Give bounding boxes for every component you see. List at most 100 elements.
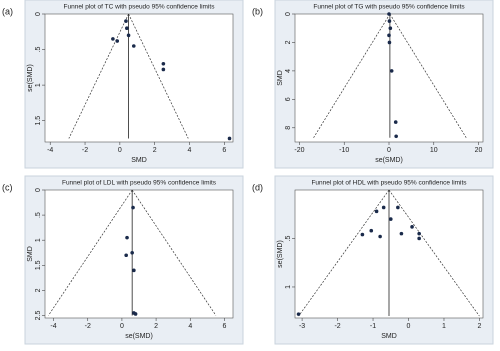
x-tick-label: 6 [222, 147, 226, 154]
study-point [387, 40, 392, 45]
x-tick-label: 10 [430, 147, 438, 154]
y-tick-label: 1 [35, 83, 42, 87]
plot-area [44, 13, 234, 143]
study-point [131, 44, 136, 48]
study-point [369, 228, 374, 233]
study-point [161, 61, 166, 66]
chart-title: Funnel plot of HDL with pseudo 95% confi… [311, 180, 467, 187]
x-tick-label: 20 [475, 147, 483, 154]
x-tick-label: -2 [85, 323, 91, 330]
study-point [381, 205, 386, 210]
study-point [387, 19, 392, 23]
study-point [124, 253, 128, 258]
x-tick-label: 0 [120, 323, 124, 330]
study-point [393, 120, 398, 124]
y-tick-label: 8 [285, 126, 292, 130]
panel-label: (b) [252, 6, 263, 16]
study-point [374, 209, 379, 214]
study-point [296, 312, 301, 316]
study-point [115, 39, 120, 43]
y-tick-label: .5 [285, 235, 292, 241]
y-tick-label: 2.5 [35, 311, 42, 321]
y-tick-label: 2 [35, 288, 42, 292]
y-tick-label: 0 [35, 12, 42, 16]
study-point [125, 26, 129, 31]
y-tick-label: .5 [35, 212, 42, 218]
study-point [388, 217, 393, 221]
study-point [111, 37, 115, 41]
chart-title: Funnel plot of LDL with pseudo 95% confi… [62, 180, 217, 187]
study-point [388, 26, 393, 31]
study-point [130, 250, 134, 255]
x-tick-label: -3 [299, 323, 305, 330]
study-point [124, 19, 128, 23]
study-point [132, 268, 136, 273]
plot-area [44, 189, 234, 319]
study-point [360, 232, 365, 237]
x-tick-label: 2 [153, 147, 157, 154]
panel-label: (c) [2, 182, 13, 192]
x-axis-label: se(SMD) [375, 157, 403, 164]
x-tick-label: -2 [334, 323, 340, 330]
x-tick-label: 2 [477, 323, 481, 330]
x-tick-label: -4 [50, 323, 56, 330]
y-axis-label: se(SMD) [277, 240, 284, 268]
x-tick-label: -2 [82, 147, 88, 154]
study-point [410, 225, 414, 229]
confidence-limit [131, 189, 217, 316]
confidence-limit [298, 189, 390, 317]
confidence-limit [48, 189, 133, 316]
x-tick-label: 0 [387, 147, 391, 154]
study-point [126, 33, 131, 38]
x-tick-label: -1 [370, 323, 376, 330]
y-tick-label: .5 [35, 47, 42, 53]
y-tick-label: 0 [285, 12, 292, 16]
study-point [417, 231, 421, 236]
study-point [399, 231, 404, 236]
y-axis-label: se(SMD) [27, 64, 34, 92]
y-tick-label: 2 [285, 40, 292, 44]
confidence-limit [388, 189, 480, 317]
x-tick-label: 1 [442, 323, 446, 330]
y-axis-label: SMD [277, 70, 284, 86]
x-axis-label: SMD [381, 333, 397, 340]
study-point [133, 312, 138, 316]
x-tick-label: -10 [339, 147, 349, 154]
study-point [389, 69, 394, 73]
x-tick-label: 0 [407, 323, 411, 330]
y-axis-label: SMD [27, 246, 34, 262]
chart-title: Funnel plot of TC with pseudo 95% confid… [64, 4, 216, 11]
study-point [387, 12, 391, 16]
study-point [394, 134, 398, 139]
study-point [417, 236, 421, 241]
y-tick-label: 0 [35, 188, 42, 192]
panel-label: (a) [2, 6, 13, 16]
y-tick-label: 1.5 [35, 116, 42, 126]
x-tick-label: 6 [223, 323, 227, 330]
x-axis-label: se(SMD) [125, 333, 153, 340]
y-tick-label: 4 [285, 69, 292, 73]
x-tick-label: 4 [188, 323, 192, 330]
y-tick-label: 1 [285, 285, 292, 289]
study-point [396, 205, 400, 210]
study-point [378, 234, 382, 239]
study-point [131, 205, 135, 210]
chart-title: Funnel plot of TG with pseudo 95% confid… [313, 4, 465, 11]
study-point [125, 235, 129, 240]
plot-area [294, 13, 484, 143]
study-point [161, 67, 166, 72]
x-tick-label: 4 [188, 147, 192, 154]
y-tick-label: 1 [35, 238, 42, 242]
x-tick-label: 0 [118, 147, 122, 154]
y-tick-label: 1.5 [35, 260, 42, 270]
x-tick-label: -20 [294, 147, 304, 154]
panel-label: (d) [252, 182, 263, 192]
x-tick-label: -4 [47, 147, 53, 154]
x-axis-label: SMD [131, 157, 147, 164]
x-tick-label: 2 [154, 323, 158, 330]
study-point [227, 136, 232, 141]
y-tick-label: 6 [285, 97, 292, 101]
study-point [387, 33, 391, 38]
